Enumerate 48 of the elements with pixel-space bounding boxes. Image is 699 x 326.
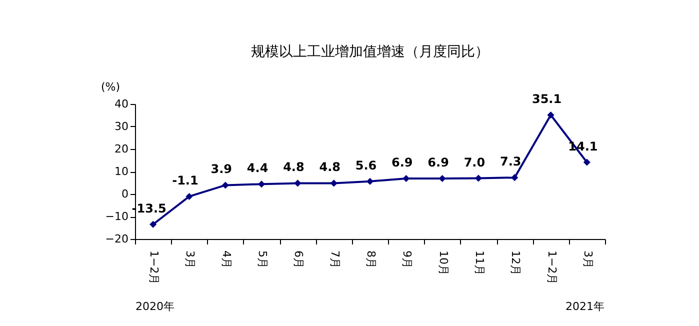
- text: -1.1: [172, 173, 198, 188]
- point: [150, 220, 157, 228]
- point: [258, 180, 266, 188]
- text: 6.9: [428, 155, 449, 170]
- point: [438, 174, 446, 182]
- y-tick-label: 0: [122, 188, 128, 200]
- y-tick-label: −20: [105, 232, 128, 246]
- text: 2021年: [566, 300, 604, 313]
- text: 35.1: [532, 92, 562, 106]
- text: 5.6: [355, 158, 377, 172]
- y-tick-label: 40: [114, 98, 128, 110]
- x-tick-label: 5月: [256, 250, 270, 268]
- y-tick-label: 20: [114, 142, 128, 156]
- point: [330, 180, 338, 187]
- x-tick-label: 9月: [400, 250, 414, 268]
- point: [474, 174, 482, 182]
- x-tick-label: 8月: [364, 250, 378, 268]
- point: [402, 174, 410, 182]
- x-tick-label: 1−2月: [148, 250, 161, 285]
- point: [186, 192, 193, 200]
- text: 7.0: [464, 155, 486, 170]
- point: [547, 111, 554, 119]
- x-tick-label: 6月: [292, 250, 306, 268]
- x-tick-label: 11月: [472, 250, 486, 276]
- point: [511, 174, 518, 182]
- x-tick-label: 1−2月: [545, 250, 558, 285]
- y-tick-label: 10: [114, 165, 128, 178]
- text: 4.8: [283, 160, 304, 174]
- x-tick-label: 10月: [436, 250, 450, 276]
- x-tick-label: 12月: [509, 250, 522, 276]
- x-tick-label: 3月: [184, 250, 197, 268]
- text: 6.9: [392, 155, 413, 170]
- y-axis-title: (%): [100, 80, 120, 94]
- point: [294, 180, 302, 187]
- text: 7.3: [500, 154, 522, 169]
- point: [222, 182, 229, 189]
- x-tick-label: 7月: [328, 250, 342, 268]
- chart-title: 规模以上工业增加值增速（月度同比）: [251, 44, 489, 60]
- x-tick-label: 4月: [220, 250, 233, 268]
- text: 4.8: [319, 160, 340, 174]
- text: 3.9: [210, 162, 232, 176]
- x-tick-label: 3月: [581, 250, 594, 268]
- point: [366, 178, 374, 185]
- point: [583, 158, 590, 166]
- y-tick-label: 30: [114, 120, 128, 133]
- text: 4.4: [246, 161, 268, 176]
- y-tick-label: −10: [105, 210, 128, 223]
- text: 2020年: [136, 300, 174, 313]
